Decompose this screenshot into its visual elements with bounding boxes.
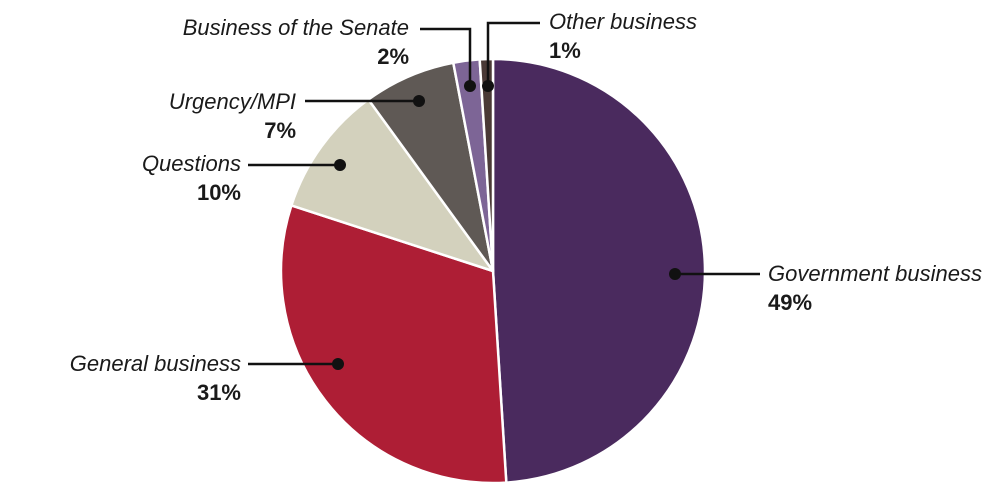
leader-dot-business-of-the-senate: [464, 80, 476, 92]
label-urgency-mpi: Urgency/MPI: [169, 89, 296, 114]
leader-dot-government-business: [669, 268, 681, 280]
slice-other-business: [478, 57, 495, 273]
value-business-of-the-senate: 2%: [377, 44, 409, 69]
leader-line-business-of-the-senate: [420, 27, 472, 86]
pie-slices: [279, 57, 707, 485]
value-urgency-mpi: 7%: [264, 118, 296, 143]
label-government-business: Government business: [768, 261, 982, 286]
slice-questions: [290, 98, 495, 273]
value-general-business: 31%: [197, 380, 241, 405]
label-other-business: Other business: [549, 9, 697, 34]
label-questions: Questions: [142, 151, 241, 176]
leader-dot-questions: [334, 159, 346, 171]
value-questions: 10%: [197, 180, 241, 205]
leader-line-other-business: [486, 21, 540, 86]
slice-government-business: [491, 57, 707, 484]
label-general-business: General business: [70, 351, 241, 376]
leader-dot-urgency-mpi: [413, 95, 425, 107]
slice-general-business: [279, 204, 508, 485]
value-other-business: 1%: [549, 38, 581, 63]
value-government-business: 49%: [768, 290, 812, 315]
leader-lines: [248, 21, 760, 370]
leader-dot-general-business: [332, 358, 344, 370]
label-business-of-the-senate: Business of the Senate: [183, 15, 409, 40]
slice-labels: Government business 49% General business…: [70, 9, 982, 405]
leader-dot-other-business: [482, 80, 494, 92]
